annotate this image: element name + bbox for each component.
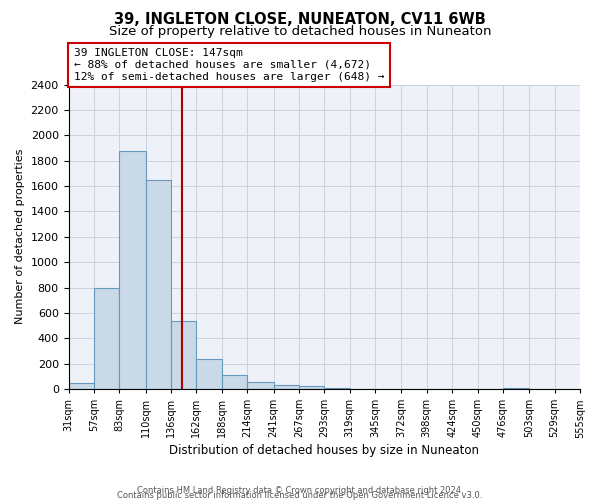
Bar <box>171 320 196 389</box>
Bar <box>274 385 299 389</box>
Bar <box>503 388 529 389</box>
Bar <box>324 388 350 389</box>
Bar <box>146 180 171 389</box>
Bar <box>299 386 324 389</box>
Text: 39 INGLETON CLOSE: 147sqm
← 88% of detached houses are smaller (4,672)
12% of se: 39 INGLETON CLOSE: 147sqm ← 88% of detac… <box>74 48 384 82</box>
Bar <box>68 382 94 389</box>
X-axis label: Distribution of detached houses by size in Nuneaton: Distribution of detached houses by size … <box>169 444 479 458</box>
Bar <box>222 375 247 389</box>
Bar <box>119 150 146 389</box>
Text: Contains public sector information licensed under the Open Government Licence v3: Contains public sector information licen… <box>118 491 482 500</box>
Y-axis label: Number of detached properties: Number of detached properties <box>15 149 25 324</box>
Text: Size of property relative to detached houses in Nuneaton: Size of property relative to detached ho… <box>109 25 491 38</box>
Bar <box>247 382 274 389</box>
Bar <box>196 359 222 389</box>
Text: 39, INGLETON CLOSE, NUNEATON, CV11 6WB: 39, INGLETON CLOSE, NUNEATON, CV11 6WB <box>114 12 486 28</box>
Bar <box>94 288 119 389</box>
Text: Contains HM Land Registry data © Crown copyright and database right 2024.: Contains HM Land Registry data © Crown c… <box>137 486 463 495</box>
